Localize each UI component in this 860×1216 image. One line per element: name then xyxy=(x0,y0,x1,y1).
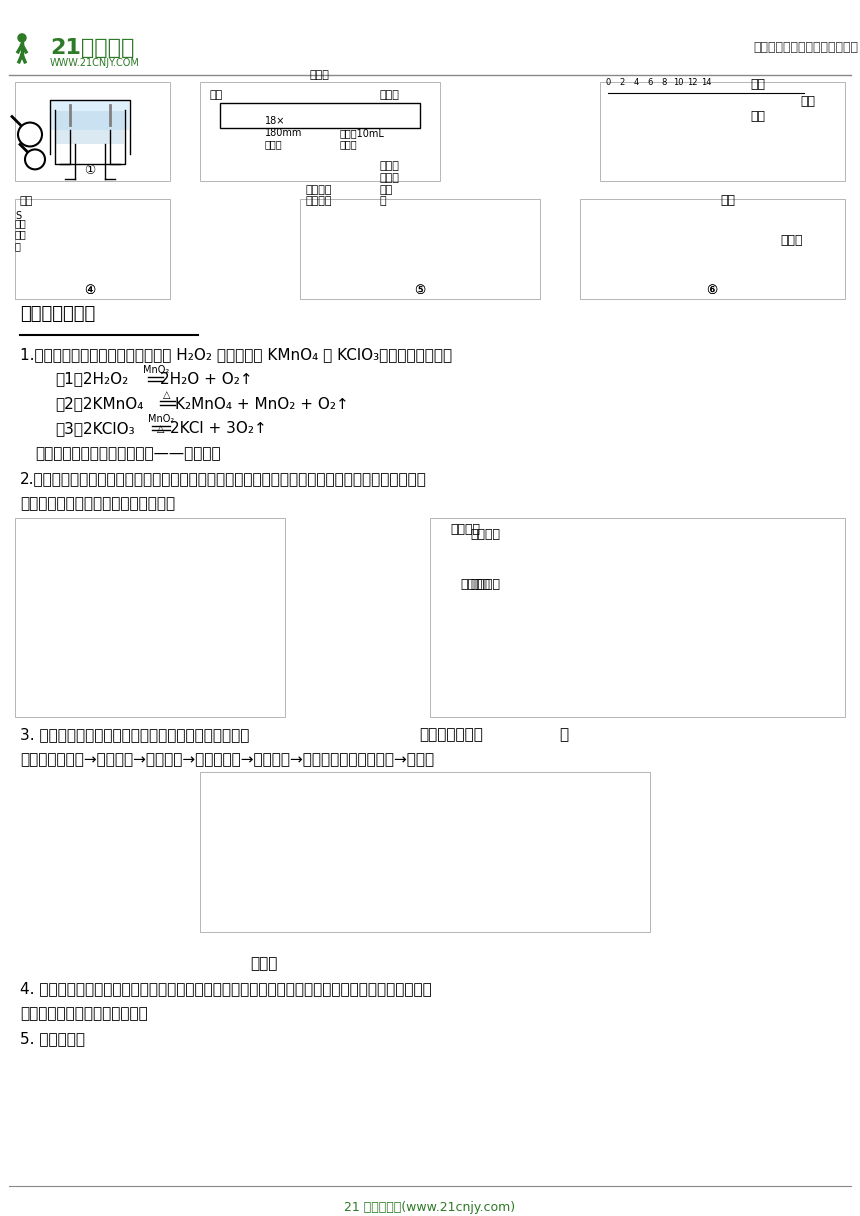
Text: ⑤: ⑤ xyxy=(415,283,426,297)
Bar xyxy=(15,518,285,717)
Text: MnO₂: MnO₂ xyxy=(143,365,169,375)
Text: MnO₂: MnO₂ xyxy=(148,415,174,424)
Text: 二氧化锰: 二氧化锰 xyxy=(460,578,490,591)
Text: ）: ） xyxy=(559,727,568,742)
Text: 2: 2 xyxy=(619,78,624,86)
Text: ⑤: ⑤ xyxy=(415,283,426,297)
Text: 电源: 电源 xyxy=(20,196,34,207)
Bar xyxy=(200,81,440,181)
Bar xyxy=(15,199,170,299)
Text: 精灯；: 精灯； xyxy=(250,957,278,972)
Text: （1）2H₂O₂: （1）2H₂O₂ xyxy=(55,372,128,387)
Circle shape xyxy=(18,34,26,41)
Bar xyxy=(200,772,650,931)
Text: S: S xyxy=(15,212,22,221)
Text: 3. 实验室用高锰酸钾或氯酸钾制取氧气的操作顺序：（: 3. 实验室用高锰酸钾或氯酸钾制取氧气的操作顺序：（ xyxy=(20,727,249,742)
Bar xyxy=(580,199,845,299)
Text: 弹簧夹: 弹簧夹 xyxy=(310,69,330,80)
Text: 4. 相比于高锰酸钾或氯酸钾，实验室用过氧化氢溶液和二氧化锰制取氧气的优点是可随时添加液体、: 4. 相比于高锰酸钾或氯酸钾，实验室用过氧化氢溶液和二氧化锰制取氧气的优点是可随… xyxy=(20,981,432,996)
Text: 白磷: 白磷 xyxy=(720,195,735,207)
Text: 21 世纪教育网(www.21cnjy.com): 21 世纪教育网(www.21cnjy.com) xyxy=(345,1200,515,1214)
Text: △: △ xyxy=(157,424,165,434)
Text: 0: 0 xyxy=(605,78,611,86)
Text: 1.实验室里制取氧气的方法有：分解 H₂O₂ 和加热分解 KMnO₄ 或 KClO₃，化学方程式为：: 1.实验室里制取氧气的方法有：分解 H₂O₂ 和加热分解 KMnO₄ 或 KCl… xyxy=(20,347,452,361)
Text: K₂MnO₄ + MnO₂ + O₂↑: K₂MnO₄ + MnO₂ + O₂↑ xyxy=(175,396,349,411)
Text: ①: ① xyxy=(84,164,95,178)
Text: 活塞: 活塞 xyxy=(800,95,815,107)
Text: △: △ xyxy=(163,389,171,400)
Text: ④: ④ xyxy=(84,283,95,297)
Text: 茶庄定点收利息: 茶庄定点收利息 xyxy=(419,727,482,742)
Bar xyxy=(600,81,845,181)
Text: 粗铜丝加
工的小勺: 粗铜丝加 工的小勺 xyxy=(305,185,331,207)
Text: 粗铜丝
玻璃管
白磷
水: 粗铜丝 玻璃管 白磷 水 xyxy=(380,162,400,207)
Bar xyxy=(56,111,124,145)
Text: （3）2KClO₃: （3）2KClO₃ xyxy=(55,422,135,437)
Text: 2KCl + 3O₂↑: 2KCl + 3O₂↑ xyxy=(170,422,267,437)
Text: 检查装置气密性→装入药品→固定装置→点燃酒精灯→收集氧气→收集满后导管撤离水槽→熄灭酒: 检查装置气密性→装入药品→固定装置→点燃酒精灯→收集氧气→收集满后导管撤离水槽→… xyxy=(20,753,434,767)
Text: 14: 14 xyxy=(701,78,711,86)
Text: 过氧化氢: 过氧化氢 xyxy=(470,528,500,541)
Bar xyxy=(15,81,170,181)
Text: 白磷: 白磷 xyxy=(750,78,765,91)
Text: 6: 6 xyxy=(648,78,653,86)
Text: 2.在过氧化氢和氯酸钾制取氧气的反应中，用二氧化锰作为催化剂，它的作用是改变反应速度，本身: 2.在过氧化氢和氯酸钾制取氧气的反应中，用二氧化锰作为催化剂，它的作用是改变反应… xyxy=(20,472,427,486)
Text: 过氧化氢: 过氧化氢 xyxy=(450,523,480,536)
Text: ⑥: ⑥ xyxy=(706,283,717,297)
Text: WWW.21CNJY.COM: WWW.21CNJY.COM xyxy=(50,58,140,68)
Text: 中小学教育资源及组卷应用平台: 中小学教育资源及组卷应用平台 xyxy=(753,41,858,55)
Text: 12: 12 xyxy=(687,78,697,86)
Text: （2）2KMnO₄: （2）2KMnO₄ xyxy=(55,396,144,411)
Text: 金属棉: 金属棉 xyxy=(780,235,802,247)
Text: 10: 10 xyxy=(673,78,683,86)
Text: 二氧化锰: 二氧化锰 xyxy=(470,578,500,591)
Text: 二、氧气的制取: 二、氧气的制取 xyxy=(20,305,95,322)
Text: ④: ④ xyxy=(84,283,95,297)
FancyBboxPatch shape xyxy=(8,23,192,86)
Text: 工业上用分离空气制取氧气。——物理变化: 工业上用分离空气制取氧气。——物理变化 xyxy=(35,446,221,461)
Text: 积性
电极
板: 积性 电极 板 xyxy=(15,218,27,250)
Text: 活塞在10mL
刻度处: 活塞在10mL 刻度处 xyxy=(340,128,385,150)
Text: 8: 8 xyxy=(661,78,666,86)
Text: 5. 收集装置：: 5. 收集装置： xyxy=(20,1031,85,1046)
Text: 21世纪教育: 21世纪教育 xyxy=(50,38,134,58)
Text: 注射器: 注射器 xyxy=(380,90,400,100)
Text: 红磷: 红磷 xyxy=(210,90,224,100)
Text: 的质量和化学性质在反应前后都不变。: 的质量和化学性质在反应前后都不变。 xyxy=(20,496,175,511)
Bar xyxy=(430,518,845,717)
Text: 18×
180mm
的试管: 18× 180mm 的试管 xyxy=(265,117,303,150)
Text: 沸水: 沸水 xyxy=(750,109,765,123)
Text: 反应不需要加热、操作简便等。: 反应不需要加热、操作简便等。 xyxy=(20,1006,148,1021)
Text: 4: 4 xyxy=(633,78,639,86)
Bar xyxy=(220,102,420,128)
Text: 2H₂O + O₂↑: 2H₂O + O₂↑ xyxy=(160,372,253,387)
Text: ⑥: ⑥ xyxy=(706,283,717,297)
Bar xyxy=(300,199,540,299)
Bar xyxy=(51,101,129,130)
